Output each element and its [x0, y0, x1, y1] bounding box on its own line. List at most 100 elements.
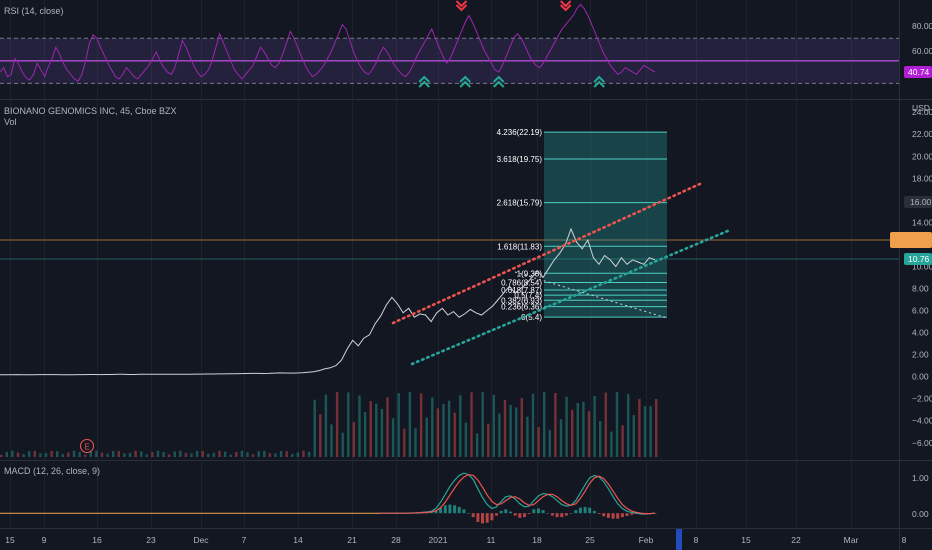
rsi-tick-60: 60.00	[912, 46, 932, 56]
sell-signal-icon	[559, 0, 572, 8]
volume-bar	[263, 450, 266, 457]
volume-bar	[151, 452, 154, 457]
volume-bar	[22, 454, 25, 457]
upper-trend-line[interactable]	[391, 181, 704, 325]
last-price-badge-text: 10.76	[908, 254, 930, 264]
volume-bar	[0, 454, 3, 457]
time-axis[interactable]: 15 9 16 23 Dec 7 14 21 28 2021 11 18 25 Feb 8 15 22 Mar 8	[5, 535, 906, 545]
macd-histogram-bar	[578, 507, 582, 514]
time-tick-label: 21	[347, 535, 357, 545]
volume-bar	[296, 452, 300, 457]
volume-bar	[106, 453, 109, 457]
time-tick-label: Dec	[193, 535, 209, 545]
volume-bar	[61, 454, 64, 457]
macd-histogram-bar	[527, 513, 531, 514]
volume-bar	[414, 428, 417, 457]
volume-bar	[604, 392, 607, 457]
macd-histogram-bar	[462, 509, 466, 514]
price-pane[interactable]: 24.00 22.00 20.00 18.00 16.00 14.00 12.00 10.00…	[0, 103, 932, 457]
time-tick-label: 15	[5, 535, 15, 545]
volume-bar	[134, 450, 137, 457]
macd-tick-0: 0.00	[912, 509, 929, 519]
price-tick-label: −4.00	[912, 416, 932, 426]
macd-histogram-bar	[555, 513, 559, 518]
volume-bar	[531, 393, 535, 457]
volume-bar	[257, 451, 260, 457]
fib-level-label: 0.786(8.54)	[501, 279, 542, 288]
volume-bar	[408, 391, 412, 457]
volume-bar	[11, 450, 14, 457]
buy-signal-icon	[459, 75, 471, 83]
volume-bar	[16, 452, 20, 457]
macd-histogram-bar	[588, 507, 592, 514]
volume-bar	[565, 396, 568, 457]
macd-histogram-bar	[457, 506, 461, 514]
volume-bar	[335, 392, 339, 457]
fib-level-label: 3.618(19.75)	[497, 155, 543, 164]
macd-histogram-bar	[611, 513, 615, 519]
macd-histogram-bar	[425, 512, 429, 514]
lower-trend-line[interactable]	[410, 228, 732, 366]
macd-histogram-bar	[429, 512, 433, 514]
fibonacci-extension[interactable]: 4.236(22.19) 3.618(19.75) 2.618(15.79) 1.61…	[497, 128, 667, 322]
macd-histogram-bar	[513, 513, 517, 516]
macd-title: MACD (12, 26, close, 9)	[4, 466, 100, 476]
time-tick-label: 8	[694, 535, 699, 545]
volume-bar	[28, 451, 31, 457]
time-tick-label: 23	[146, 535, 156, 545]
earnings-marker[interactable]	[79, 438, 95, 454]
macd-histogram-bar	[606, 513, 610, 518]
buy-signal-icon	[492, 75, 505, 83]
macd-histogram-bar	[630, 513, 634, 515]
upper-price-badge-text: 16.00	[910, 197, 932, 207]
price-tick-label: 8.00	[912, 284, 929, 294]
volume-bar	[615, 392, 619, 457]
macd-histogram-bar	[620, 513, 624, 518]
upper-price-badge	[904, 196, 932, 208]
volume-bar	[537, 427, 540, 457]
volume-bar	[593, 395, 596, 457]
macd-histogram-bar	[415, 513, 419, 514]
volume-bar	[363, 412, 367, 457]
time-tick-label: 11	[487, 535, 496, 545]
price-title: BIONANO GENOMICS INC, 45, Cboe BZX	[4, 106, 177, 116]
macd-histogram-bar	[481, 513, 484, 524]
fib-level-label: 0.618(7.87)	[501, 286, 542, 295]
macd-pane[interactable]: MACD (12, 26, close, 9) 1.00 0.00	[0, 466, 929, 524]
volume-bar	[391, 418, 395, 457]
macd-histogram-bar	[574, 510, 578, 514]
time-tick-label: 2021	[429, 535, 448, 545]
macd-histogram-bar	[495, 513, 498, 516]
volume-bar	[498, 413, 501, 457]
volume-bar	[156, 450, 160, 457]
volume-bar	[56, 451, 59, 457]
macd-histogram-bar	[490, 513, 494, 521]
macd-signal-line	[380, 473, 656, 515]
fib-level-label: 2.618(15.79)	[497, 199, 543, 208]
time-tick-label: 9	[42, 535, 47, 545]
fib-level-label: 0(5.4)	[521, 313, 542, 322]
volume-bar	[229, 454, 232, 457]
volume-bar	[358, 395, 361, 457]
volume-bar	[341, 432, 344, 457]
volume-bar	[167, 454, 171, 457]
fib-level-label: 4.236(22.19)	[497, 128, 543, 137]
macd-histogram-bar	[485, 513, 489, 523]
time-tick-label: 14	[293, 535, 303, 545]
macd-histogram-bar	[453, 505, 457, 514]
volume-bar	[559, 419, 563, 457]
volume-bar	[112, 451, 115, 457]
volume-bar	[95, 450, 98, 457]
volume-bar	[195, 451, 199, 457]
volume-bar	[128, 452, 132, 457]
macd-histogram-bar	[504, 509, 508, 514]
macd-histogram-bar	[439, 507, 443, 514]
buy-signal-icon	[593, 80, 605, 88]
volume-bar	[251, 454, 255, 457]
volume-bar	[464, 422, 468, 457]
fib-level-label: 1(9.38)	[517, 269, 543, 278]
macd-histogram-bar	[597, 513, 601, 514]
rsi-pane[interactable]: RSI (14, close) 80.00 60.00 40.74	[0, 0, 932, 88]
price-tick-label: −6.00	[912, 438, 932, 448]
